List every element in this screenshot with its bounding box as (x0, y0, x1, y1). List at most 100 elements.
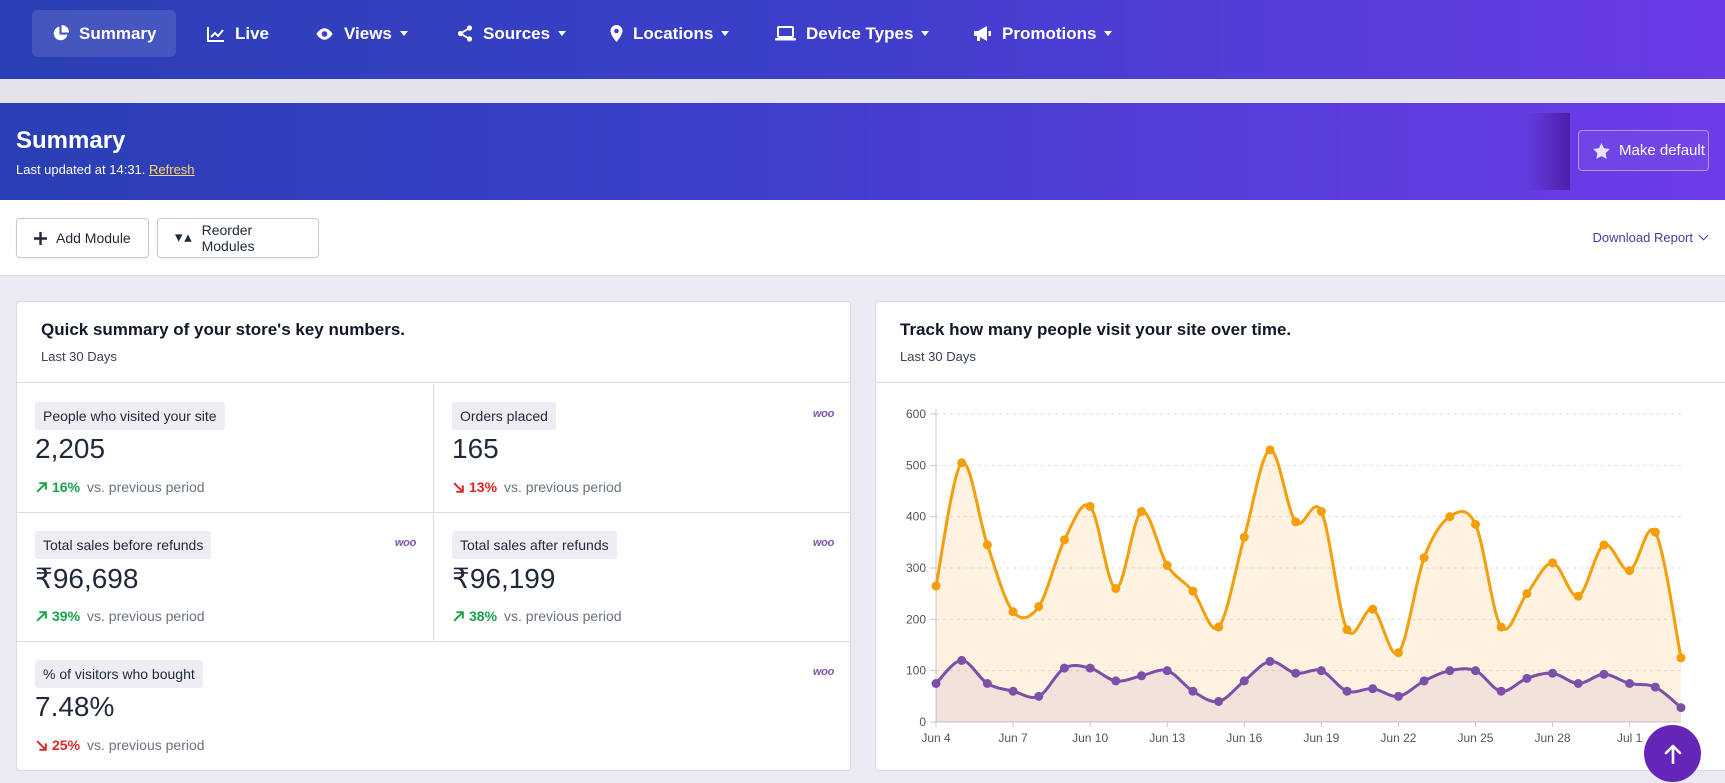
metric-delta-percent: 25% (52, 737, 81, 753)
nav-item-views[interactable]: Views (295, 10, 428, 57)
woocommerce-logo: woo (812, 537, 834, 549)
reorder-modules-label: Reorder Modules (201, 222, 255, 254)
data-point (982, 679, 992, 688)
add-module-button[interactable]: Add Module (16, 218, 149, 258)
nav-spacer (0, 79, 1725, 103)
metric-tile-orders: Orders placed woo 165 13% vs. previous p… (434, 384, 851, 513)
data-point (1316, 507, 1326, 517)
data-point (1573, 679, 1583, 688)
data-point (1239, 532, 1249, 542)
page-header: Summary Last updated at 14:31. Refresh M… (0, 103, 1725, 200)
visits-chart: 0 100 200 300 400 500 600 Jun 4 Jun 7 Jun 10 Jun 1… (876, 384, 1725, 770)
nav-item-locations[interactable]: Locations (590, 10, 749, 57)
series-area (936, 660, 1681, 722)
data-point (1548, 558, 1558, 568)
scroll-to-top-button[interactable] (1644, 725, 1701, 782)
data-point (1265, 656, 1275, 666)
arrow-down-right-icon (453, 481, 464, 493)
data-point (1342, 686, 1352, 696)
chevron-down-icon (558, 31, 567, 36)
data-point (982, 540, 992, 550)
metric-value: 2,205 (35, 433, 106, 464)
x-tick-label: Jun 22 (1380, 731, 1416, 745)
last-updated: Last updated at 14:31. Refresh (16, 162, 195, 177)
data-point (1214, 622, 1224, 632)
metric-delta-vs: vs. previous period (87, 479, 205, 495)
top-nav: Summary Live Views Sources Locations Dev… (0, 0, 1725, 79)
nav-item-promotions[interactable]: Promotions (952, 10, 1132, 57)
nav-label-sources: Sources (483, 23, 551, 43)
data-point (1214, 696, 1224, 706)
add-module-label: Add Module (56, 230, 131, 246)
data-point (1496, 622, 1506, 632)
metric-value: 7.48% (35, 691, 115, 722)
metric-tile-sales-before-refunds: Total sales before refunds woo ₹96,698 3… (17, 513, 434, 642)
share-icon (457, 25, 473, 42)
data-point (1008, 686, 1018, 696)
y-tick-label: 300 (906, 561, 926, 575)
metric-tile-sales-after-refunds: Total sales after refunds woo ₹96,199 38… (434, 513, 851, 642)
nav-item-live[interactable]: Live (187, 10, 289, 57)
data-point (1470, 519, 1480, 529)
arrow-up-right-icon (36, 481, 47, 493)
x-tick-label: Jun 10 (1072, 731, 1108, 745)
metric-label: People who visited your site (35, 402, 225, 430)
data-point (1368, 684, 1378, 694)
metric-delta-percent: 16% (52, 479, 81, 495)
x-tick-label: Jun 4 (921, 731, 951, 745)
x-tick-label: Jun 19 (1303, 731, 1339, 745)
data-point (1137, 507, 1147, 517)
series-area (936, 449, 1681, 722)
data-point (1445, 512, 1455, 522)
nav-label-summary: Summary (79, 23, 157, 43)
data-point (1291, 668, 1301, 678)
data-point (1034, 691, 1044, 701)
metric-delta-vs: vs. previous period (87, 737, 205, 753)
data-point (1419, 553, 1429, 563)
nav-item-device-types[interactable]: Device Types (755, 10, 949, 57)
data-point (1548, 668, 1558, 678)
data-point (1573, 591, 1583, 601)
metric-delta-percent: 39% (52, 608, 81, 624)
woocommerce-logo: woo (812, 666, 834, 678)
arrow-up-icon (1664, 744, 1681, 764)
header-shade (1525, 113, 1570, 190)
woocommerce-logo: woo (394, 537, 416, 549)
refresh-link[interactable]: Refresh (149, 162, 195, 177)
visits-card-title: Track how many people visit your site ov… (900, 320, 1292, 339)
y-tick-label: 0 (919, 715, 926, 729)
data-point (957, 458, 967, 468)
metric-delta: 39% vs. previous period (35, 608, 205, 624)
reorder-modules-button[interactable]: Reorder Modules (157, 218, 319, 258)
laptop-icon (775, 26, 796, 41)
pie-chart-icon (53, 25, 69, 41)
woocommerce-logo: woo (812, 408, 834, 420)
data-point (1137, 671, 1147, 681)
data-point (1625, 566, 1635, 576)
make-default-button[interactable]: Make default (1578, 130, 1709, 171)
nav-item-sources[interactable]: Sources (437, 10, 586, 57)
nav-item-summary[interactable]: Summary (32, 10, 177, 57)
reorder-icon (175, 233, 192, 242)
data-point (1676, 653, 1686, 663)
metric-value: ₹96,199 (452, 563, 556, 594)
visits-card-subtitle: Last 30 Days (900, 349, 976, 364)
summary-card: Quick summary of your store's key number… (16, 301, 851, 771)
data-point (1008, 607, 1018, 617)
make-default-label: Make default (1619, 142, 1705, 159)
data-point (1034, 602, 1044, 611)
chevron-down-icon (721, 31, 730, 36)
data-point (1111, 676, 1121, 686)
data-point (1085, 663, 1095, 673)
data-point (1162, 666, 1172, 676)
metric-delta-percent: 38% (469, 608, 498, 624)
metric-delta-vs: vs. previous period (504, 479, 622, 495)
summary-card-header: Quick summary of your store's key number… (17, 302, 850, 383)
y-tick-label: 100 (906, 664, 926, 678)
data-point (1599, 540, 1609, 550)
download-report-dropdown[interactable]: Download Report (1593, 230, 1709, 245)
last-updated-text: Last updated at 14:31. (16, 162, 146, 177)
data-point (1676, 703, 1686, 713)
chevron-down-icon (1698, 230, 1709, 241)
data-point (1496, 686, 1506, 696)
